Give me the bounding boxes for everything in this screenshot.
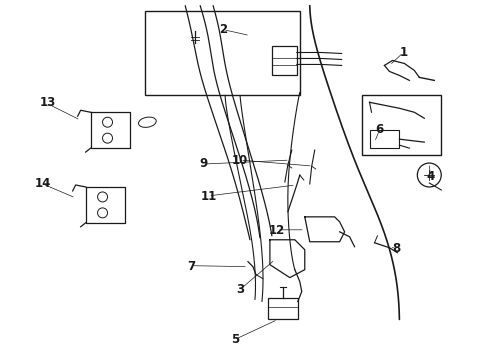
Text: 3: 3: [236, 283, 244, 296]
Bar: [146, 11, 300, 95]
Text: 4: 4: [426, 170, 435, 183]
Bar: [362, 95, 441, 155]
Text: 2: 2: [219, 23, 227, 36]
Text: 6: 6: [375, 123, 383, 136]
Text: 5: 5: [231, 333, 239, 346]
Bar: [268, 298, 298, 319]
Text: 7: 7: [187, 260, 196, 273]
Bar: [272, 45, 297, 75]
Text: 10: 10: [232, 154, 248, 167]
Text: 14: 14: [34, 177, 50, 190]
Text: 9: 9: [199, 157, 208, 170]
Text: 12: 12: [269, 224, 285, 237]
Bar: [369, 130, 399, 148]
Text: 11: 11: [200, 190, 217, 203]
Text: 13: 13: [39, 96, 55, 109]
Text: 1: 1: [399, 46, 408, 59]
Text: 8: 8: [392, 242, 400, 255]
